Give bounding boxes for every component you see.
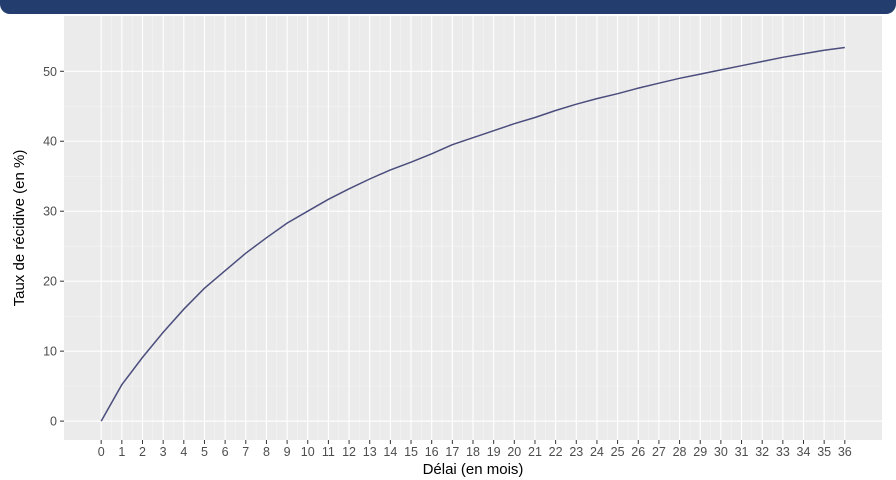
x-tick-label: 10	[301, 445, 315, 459]
minor-grid	[64, 16, 882, 440]
x-tick-label: 17	[445, 445, 459, 459]
x-tick-label: 2	[139, 445, 146, 459]
x-tick-label: 9	[284, 445, 291, 459]
x-tick-label: 34	[797, 445, 811, 459]
y-tick-label: 30	[43, 205, 57, 219]
x-tick-label: 27	[652, 445, 666, 459]
x-tick-label: 12	[342, 445, 356, 459]
y-tick-label: 10	[43, 345, 57, 359]
x-tick-label: 8	[263, 445, 270, 459]
x-tick-label: 20	[507, 445, 521, 459]
x-tick-label: 5	[201, 445, 208, 459]
x-tick-label: 14	[383, 445, 397, 459]
y-tick-label: 20	[43, 275, 57, 289]
x-tick-label: 24	[590, 445, 604, 459]
x-tick-label: 36	[838, 445, 852, 459]
x-tick-label: 32	[755, 445, 769, 459]
x-axis-title: Délai (en mois)	[423, 461, 524, 478]
y-tick-label: 50	[43, 65, 57, 79]
series-line	[100, 46, 845, 422]
major-grid	[64, 16, 882, 440]
x-tick-label: 6	[222, 445, 229, 459]
x-tick-label: 0	[98, 445, 105, 459]
x-axis: 0 1 2 3 4 5 6 7 8 9 10 11 12 13 14 15 16 17 18 19 20 21 22 23 24…	[98, 440, 852, 459]
x-tick-label: 31	[735, 445, 749, 459]
x-tick-label: 26	[631, 445, 645, 459]
x-tick-label: 23	[569, 445, 583, 459]
x-tick-label: 28	[673, 445, 687, 459]
y-tick-label: 0	[50, 415, 57, 429]
x-tick-label: 11	[322, 445, 335, 459]
x-tick-label: 21	[528, 445, 542, 459]
top-bar	[0, 0, 896, 14]
x-tick-label: 30	[714, 445, 728, 459]
x-tick-label: 35	[817, 445, 831, 459]
x-tick-label: 7	[242, 445, 249, 459]
x-tick-label: 13	[363, 445, 377, 459]
x-tick-label: 15	[404, 445, 418, 459]
x-tick-label: 25	[611, 445, 625, 459]
y-axis-title: Taux de récidive (en %)	[11, 150, 28, 307]
y-tick-label: 40	[43, 135, 57, 149]
x-tick-label: 19	[487, 445, 501, 459]
x-tick-label: 3	[160, 445, 167, 459]
x-tick-label: 22	[549, 445, 563, 459]
x-tick-label: 18	[466, 445, 480, 459]
x-tick-label: 29	[693, 445, 707, 459]
x-tick-label: 1	[118, 445, 125, 459]
x-tick-label: 4	[180, 445, 187, 459]
y-axis: 0 10 20 30 40 50	[43, 65, 64, 429]
x-tick-label: 33	[776, 445, 790, 459]
x-tick-label: 16	[425, 445, 439, 459]
